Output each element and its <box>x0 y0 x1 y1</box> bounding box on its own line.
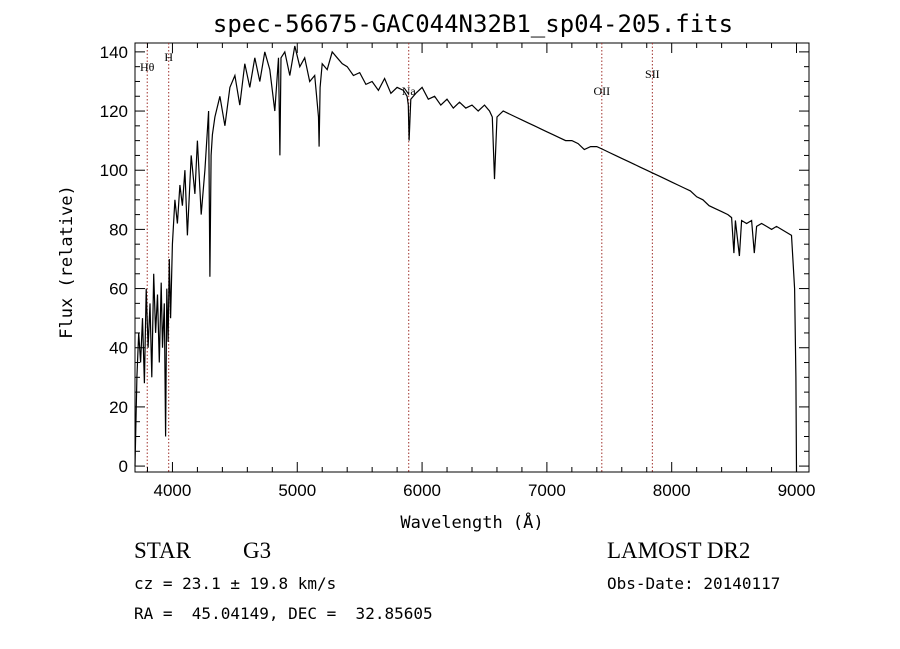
spectrum-series-line <box>134 45 798 473</box>
y-tick-label: 40 <box>109 339 128 358</box>
x-tick-label: 5000 <box>278 481 316 500</box>
y-axis-ticks: 0 20 40 60 80 100 120 140 <box>100 43 809 476</box>
spectral-line-label: H <box>164 50 173 64</box>
y-tick-label: 100 <box>100 161 128 180</box>
chart-title: spec-56675-GAC044N32B1_sp04-205.fits <box>213 10 733 38</box>
y-tick-label: 120 <box>100 102 128 121</box>
y-tick-label: 60 <box>109 280 128 299</box>
x-tick-label: 4000 <box>154 481 192 500</box>
y-tick-label: 80 <box>109 220 128 239</box>
x-tick-label: 8000 <box>653 481 691 500</box>
y-tick-label: 20 <box>109 398 128 417</box>
spectrum-chart: spec-56675-GAC044N32B1_sp04-205.fits Hθ H… <box>57 10 816 533</box>
spectral-line-label: OII <box>593 84 610 98</box>
observation-date: Obs-Date: 20140117 <box>607 574 781 593</box>
object-class: STAR <box>134 538 191 563</box>
object-subclass: G3 <box>243 538 272 563</box>
x-tick-label: 7000 <box>528 481 566 500</box>
y-tick-label: 140 <box>100 43 128 62</box>
y-axis-label: Flux (relative) <box>57 185 77 339</box>
plot-frame <box>134 42 810 473</box>
redshift-velocity: cz = 23.1 ± 19.8 km/s <box>134 574 337 593</box>
x-axis-label: Wavelength (Å) <box>400 511 543 533</box>
spectral-line-label: Hθ <box>140 60 155 74</box>
spectral-line-label: SII <box>645 67 660 81</box>
coordinates: RA = 45.04149, DEC = 32.85605 <box>134 604 433 623</box>
x-tick-label: 6000 <box>403 481 441 500</box>
x-tick-label: 9000 <box>778 481 816 500</box>
plot-border <box>134 42 810 473</box>
y-tick-label: 0 <box>119 457 128 476</box>
x-axis-ticks: 4000 5000 6000 7000 8000 9000 <box>146 43 816 500</box>
survey-name: LAMOST DR2 <box>607 538 751 563</box>
